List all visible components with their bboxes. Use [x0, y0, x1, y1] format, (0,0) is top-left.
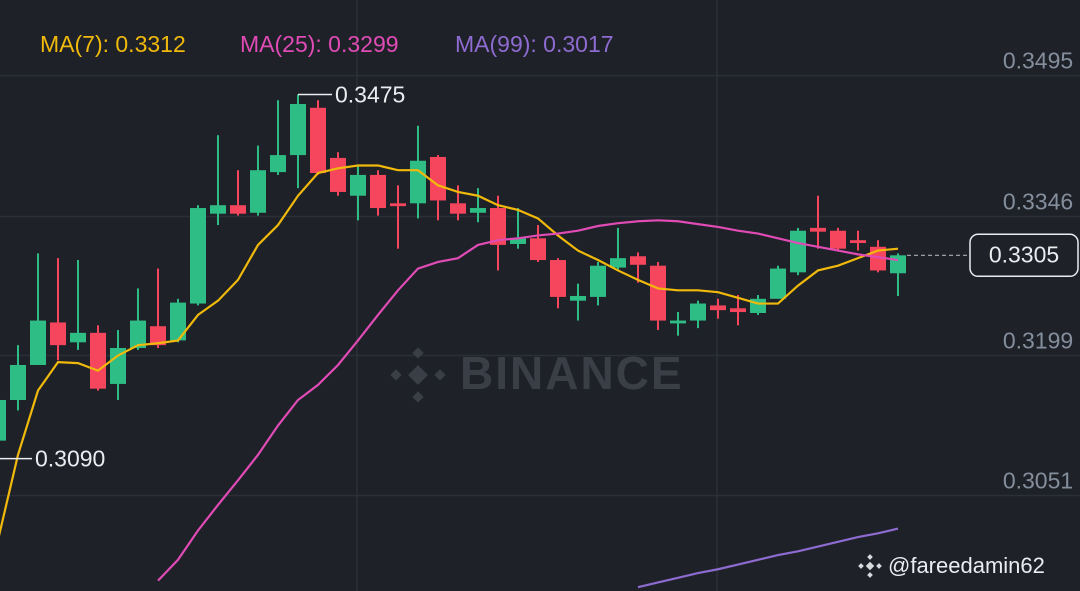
candle-body — [310, 107, 326, 174]
candle-body — [670, 320, 686, 324]
candle-body — [110, 347, 126, 384]
y-tick-label: 0.3051 — [1003, 468, 1073, 494]
candle-body — [410, 160, 426, 204]
grid: 0.3495 0.3346 0.3199 0.3051 — [0, 48, 1080, 497]
candle-body — [450, 203, 466, 214]
candle-body — [250, 170, 266, 213]
ma-line — [637, 527, 899, 589]
candle-body — [590, 265, 606, 297]
candle-body — [390, 203, 406, 207]
candle-body — [270, 155, 286, 173]
y-tick-label: 0.3199 — [1003, 328, 1073, 354]
candle-body — [830, 230, 846, 249]
candle-body — [290, 104, 306, 156]
candle-body — [730, 308, 746, 313]
candle-body — [350, 174, 366, 196]
candle-body — [770, 268, 786, 299]
candle-body — [170, 302, 186, 341]
ma-line — [0, 164, 899, 537]
candle-body — [370, 174, 386, 209]
candle-body — [790, 230, 806, 273]
y-tick-label: 0.3495 — [1003, 48, 1073, 74]
last-price-box — [969, 233, 1079, 278]
candle-body — [30, 320, 46, 366]
legend-entry: MA(25): 0.3299 — [240, 31, 399, 57]
high-label: 0.3475 — [335, 82, 405, 108]
candle-body — [130, 320, 146, 348]
candle-body — [890, 255, 906, 274]
y-tick-label: 0.3346 — [1003, 189, 1073, 215]
candle-body — [430, 156, 446, 201]
candle-body — [10, 365, 26, 400]
low-label: 0.3090 — [35, 446, 105, 472]
candle-body — [810, 227, 826, 232]
candle-body — [650, 265, 666, 321]
candle-body — [50, 322, 66, 346]
candle-body — [550, 260, 566, 297]
candle-body — [330, 157, 346, 192]
candle-body — [90, 332, 106, 389]
candle-body — [470, 208, 486, 213]
legend-entry: MA(7): 0.3312 — [40, 31, 186, 57]
candle-body — [190, 208, 206, 304]
candle-body — [690, 303, 706, 321]
candle-body — [490, 208, 506, 245]
candle-body — [150, 326, 166, 346]
ma-line — [157, 219, 899, 582]
legend-entry: MA(99): 0.3017 — [455, 31, 614, 57]
credit: @fareedamin62 — [888, 553, 1045, 578]
plot: 0.3475 0.3090 0.3305 — [0, 82, 1079, 589]
candle-body — [710, 305, 726, 311]
candle-body — [210, 205, 226, 214]
candle-body — [0, 399, 6, 441]
candle-body — [570, 295, 586, 301]
candle-body — [510, 238, 526, 244]
legend: MA(7): 0.3312 MA(25): 0.3299 MA(99): 0.301… — [40, 31, 614, 57]
candle-body — [610, 258, 626, 268]
last-price-label: 0.3305 — [989, 241, 1059, 267]
candle-body — [70, 332, 86, 343]
watermark-text: BINANCE — [460, 347, 684, 399]
candle-body — [530, 238, 546, 261]
candle-body — [230, 205, 246, 214]
candle-body — [630, 256, 646, 265]
candle-body — [850, 240, 866, 244]
